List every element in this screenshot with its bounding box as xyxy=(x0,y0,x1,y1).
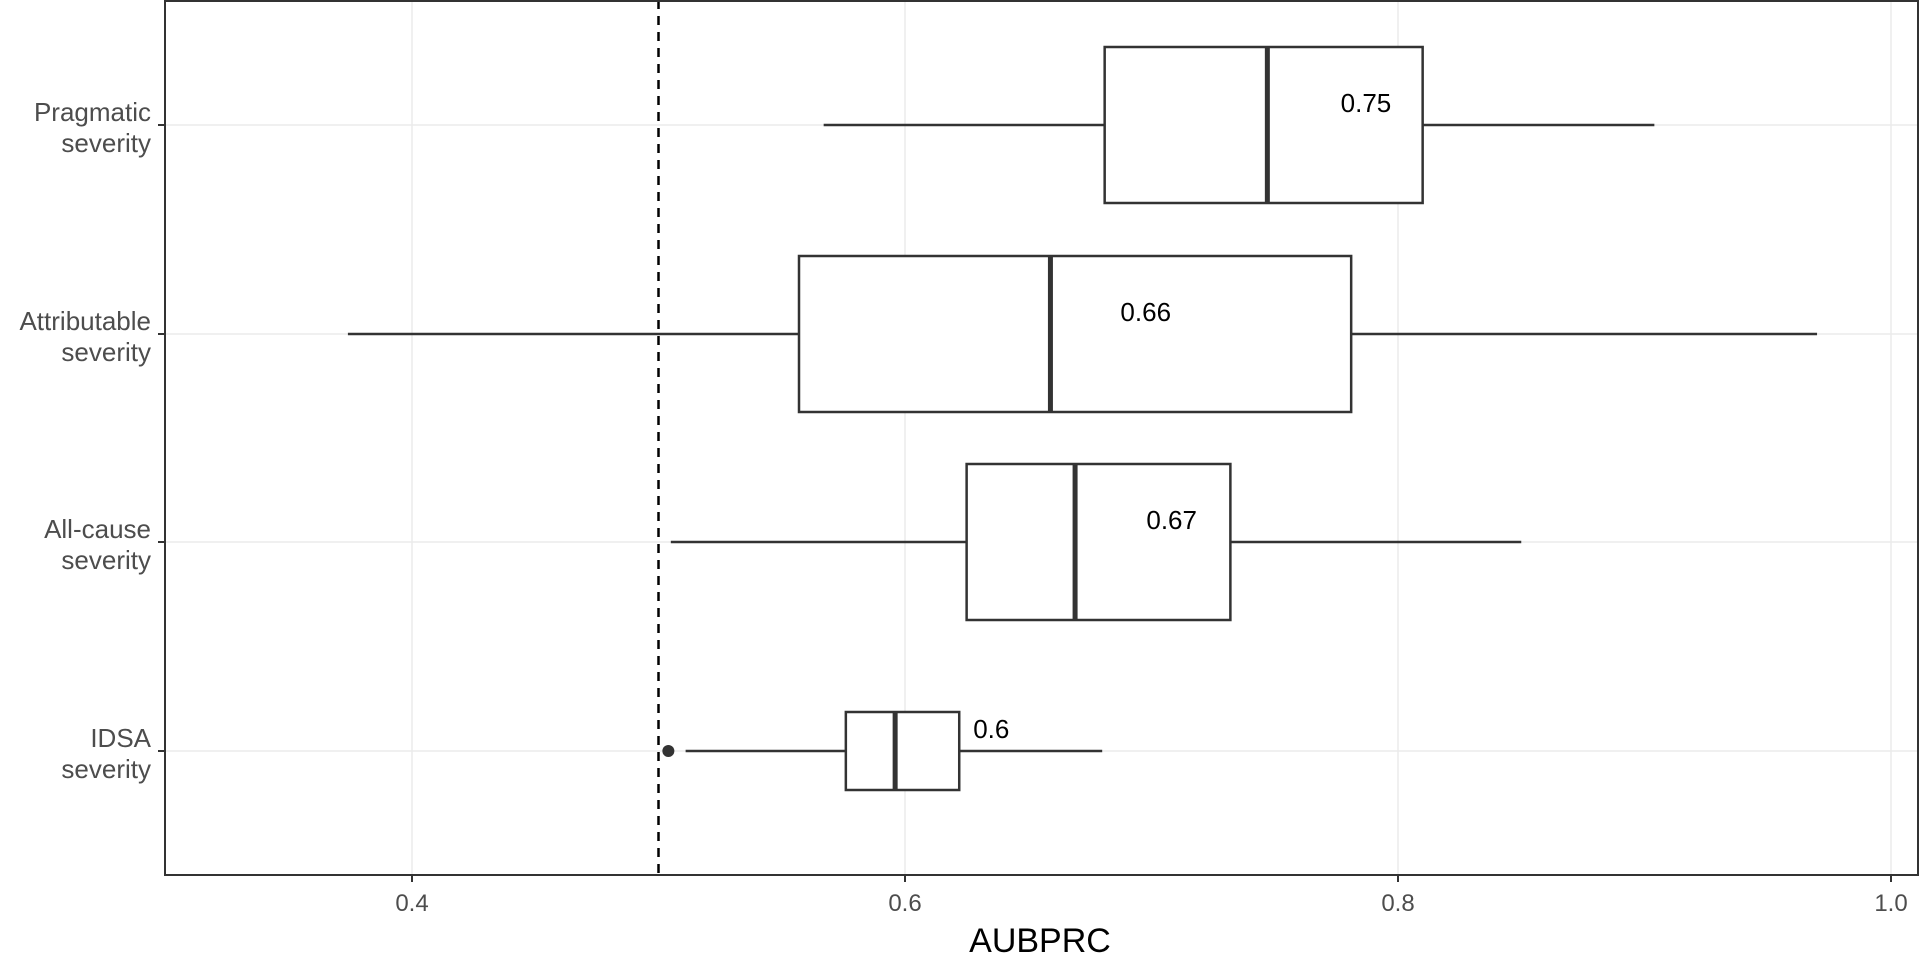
category-label: Attributable severity xyxy=(19,306,151,367)
category-label: All-cause severity xyxy=(44,514,151,575)
box-iqr xyxy=(965,462,1232,622)
category-label-line: severity xyxy=(61,337,151,367)
x-tick-label: 0.4 xyxy=(395,890,428,917)
box-iqr xyxy=(844,710,961,792)
category-label-line: All-cause xyxy=(44,514,151,544)
panel-border xyxy=(164,0,1919,876)
category-label: IDSA severity xyxy=(61,723,151,784)
plot-panel xyxy=(165,0,1918,875)
category-label-line: severity xyxy=(61,545,151,575)
outlier-point xyxy=(662,745,675,757)
median-value-label: 0.66 xyxy=(1120,297,1171,327)
x-tick-label: 0.8 xyxy=(1381,890,1414,917)
category-label-line: severity xyxy=(61,128,151,158)
category-label-line: IDSA xyxy=(90,723,151,753)
category-label: Pragmatic severity xyxy=(34,97,151,158)
x-tick-label: 1.0 xyxy=(1874,890,1907,917)
category-label-line: Pragmatic xyxy=(34,97,151,127)
median-value-label: 0.75 xyxy=(1341,88,1392,118)
category-label-line: Attributable xyxy=(19,306,151,336)
x-axis-title: AUBPRC xyxy=(969,922,1111,960)
median-value-label: 0.67 xyxy=(1146,505,1197,535)
x-tick-label: 0.6 xyxy=(888,890,921,917)
box-iqr xyxy=(797,254,1353,414)
median-value-label: 0.6 xyxy=(973,714,1009,744)
category-label-line: severity xyxy=(61,754,151,784)
box-iqr xyxy=(1103,45,1424,205)
